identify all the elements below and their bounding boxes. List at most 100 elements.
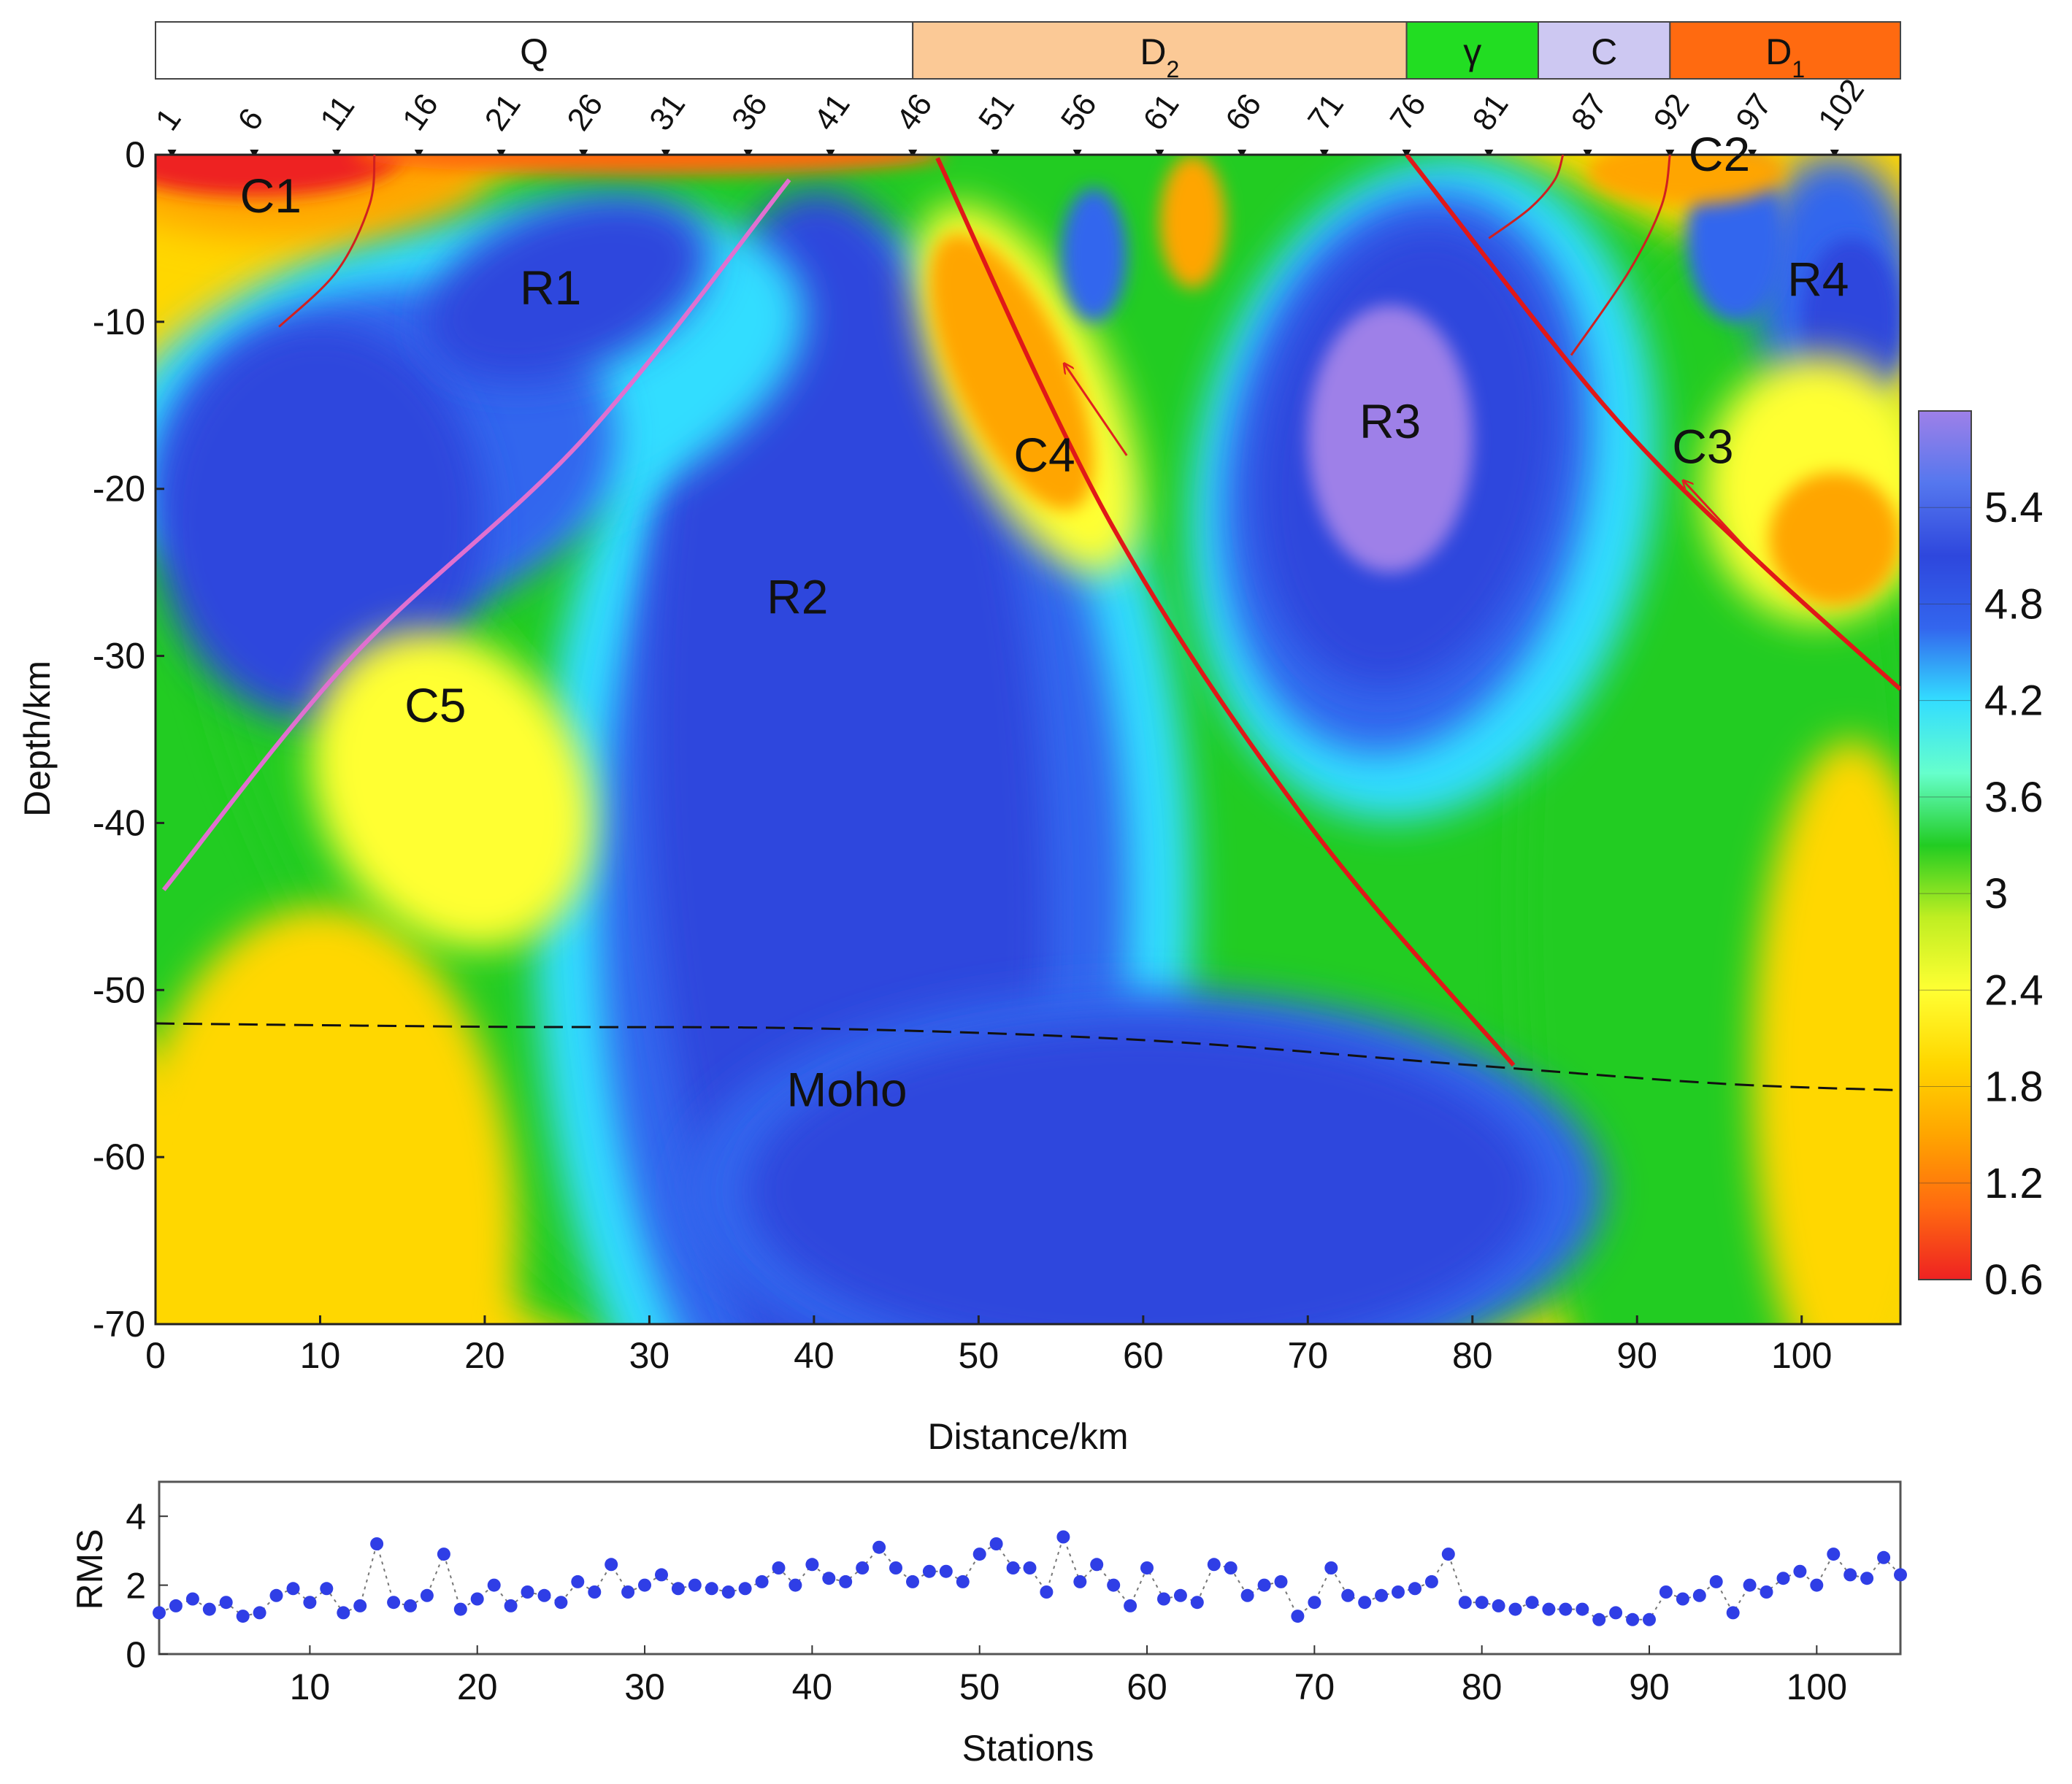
rms-point xyxy=(1424,1575,1438,1588)
station-label: 16 xyxy=(396,88,445,137)
rms-x-tick-label: 30 xyxy=(624,1666,665,1707)
geology-label-d2: D2 xyxy=(1140,31,1179,82)
rms-x-tick-label: 50 xyxy=(959,1666,1000,1707)
station-label: 87 xyxy=(1565,88,1614,137)
rms-point xyxy=(1441,1547,1455,1561)
section-x-ticks: 0 10 20 30 40 50 60 70 80 90 100 xyxy=(145,1315,1832,1376)
thin-fault-c1 xyxy=(278,155,376,328)
rms-point xyxy=(1709,1575,1723,1588)
rms-point xyxy=(320,1582,334,1596)
rms-y-tick-label: 0 xyxy=(126,1634,146,1675)
y-tick-label: -50 xyxy=(93,969,145,1010)
rms-point xyxy=(219,1596,233,1610)
station-label: 21 xyxy=(478,88,528,137)
rms-point xyxy=(420,1588,434,1602)
rms-x-tick-label: 100 xyxy=(1787,1666,1847,1707)
x-tick-label: 70 xyxy=(1287,1335,1328,1376)
station-label: 81 xyxy=(1465,88,1515,137)
rms-points xyxy=(153,1530,1907,1626)
rms-point xyxy=(1542,1602,1556,1616)
region-label: C5 xyxy=(404,678,466,732)
anomaly-blob xyxy=(1752,739,1900,1324)
y-tick-label: -40 xyxy=(93,802,145,843)
rms-x-tick-label: 90 xyxy=(1629,1666,1670,1707)
rms-point xyxy=(1877,1550,1891,1564)
rms-point xyxy=(437,1547,450,1561)
region-label: C1 xyxy=(240,169,302,223)
rms-y-tick-label: 2 xyxy=(126,1566,146,1607)
rms-point xyxy=(169,1599,183,1612)
rms-point xyxy=(269,1588,283,1602)
x-tick-label: 60 xyxy=(1123,1335,1164,1376)
rms-point xyxy=(1358,1596,1372,1610)
colorbar-tick-label: 3.6 xyxy=(1984,774,2044,821)
station-labels: 1 6 11 16 21 26 31 36 41 46 51 56 61 66 71 76 81 87 92 97 10… xyxy=(149,72,1871,158)
rms-point xyxy=(989,1537,1003,1550)
rms-point xyxy=(1274,1575,1288,1588)
rms-point xyxy=(571,1575,585,1588)
x-tick-label: 80 xyxy=(1452,1335,1493,1376)
x-tick-label: 30 xyxy=(629,1335,670,1376)
rms-point xyxy=(1643,1612,1656,1626)
rms-point xyxy=(1659,1585,1673,1599)
y-tick-label: -30 xyxy=(93,636,145,677)
station-label: 26 xyxy=(560,88,610,137)
geology-block xyxy=(1405,21,1539,80)
rms-point xyxy=(453,1602,467,1616)
rms-point xyxy=(1776,1572,1790,1585)
x-tick-label: 10 xyxy=(300,1335,341,1376)
rms-point xyxy=(972,1547,986,1561)
velocity-section: 0 10 20 30 40 50 60 70 80 90 100 0 -10 -20 -30 -40 -50 -… xyxy=(17,127,1902,1457)
rms-point xyxy=(621,1585,635,1599)
rms-point xyxy=(1609,1606,1623,1620)
rms-point xyxy=(253,1606,266,1620)
rms-point xyxy=(236,1610,250,1623)
y-tick-label: 0 xyxy=(125,134,145,175)
y-tick-label: -10 xyxy=(93,301,145,342)
region-label: R1 xyxy=(520,261,581,315)
anomaly-blob xyxy=(1159,155,1226,289)
colorbar-tick-label: 1.2 xyxy=(1984,1160,2044,1207)
rms-point xyxy=(1508,1602,1522,1616)
rms-point xyxy=(906,1575,919,1588)
rms-x-tick-label: 10 xyxy=(290,1666,331,1707)
geology-block xyxy=(155,21,914,80)
rms-point xyxy=(1408,1582,1421,1596)
rms-point xyxy=(872,1540,886,1554)
geology-block xyxy=(912,21,1408,80)
rms-point xyxy=(1475,1596,1489,1610)
rms-point xyxy=(537,1588,551,1602)
rms-point xyxy=(605,1558,618,1572)
region-label: C2 xyxy=(1689,127,1750,181)
x-tick-label: 100 xyxy=(1771,1335,1832,1376)
station-label: 66 xyxy=(1219,88,1268,137)
section-overlays xyxy=(156,155,1900,1092)
anomaly-blob xyxy=(1308,304,1473,573)
rms-point xyxy=(788,1578,802,1592)
rms-x-tick-label: 80 xyxy=(1462,1666,1503,1707)
rms-point xyxy=(1576,1602,1589,1616)
rms-point xyxy=(1140,1561,1154,1575)
x-tick-label: 0 xyxy=(145,1335,166,1376)
anomaly-blob xyxy=(310,630,594,949)
rms-point xyxy=(1023,1561,1037,1575)
rms-point xyxy=(1324,1561,1338,1575)
geology-strip: Q D2 γ C D1 xyxy=(155,21,1901,82)
anomaly-blob xyxy=(1061,188,1127,322)
anomaly-blob xyxy=(1768,472,1900,606)
rms-point xyxy=(655,1568,668,1582)
rms-point xyxy=(1190,1596,1204,1610)
anomaly-blob xyxy=(1587,155,1786,205)
rms-point xyxy=(1224,1561,1238,1575)
station-label: 1 xyxy=(149,102,188,137)
rms-point xyxy=(1207,1558,1221,1572)
region-label: R3 xyxy=(1359,394,1421,448)
rms-panel: 10 20 30 40 50 60 70 80 90 100 0 2 4 Stations RMS xyxy=(69,1480,1907,1769)
fault-line xyxy=(935,157,1516,1067)
moho-line xyxy=(156,1022,1900,1092)
rms-point xyxy=(588,1585,602,1599)
rms-point xyxy=(1860,1572,1874,1585)
rms-point xyxy=(1843,1568,1857,1582)
rms-point xyxy=(1676,1592,1689,1606)
rms-point xyxy=(202,1602,216,1616)
